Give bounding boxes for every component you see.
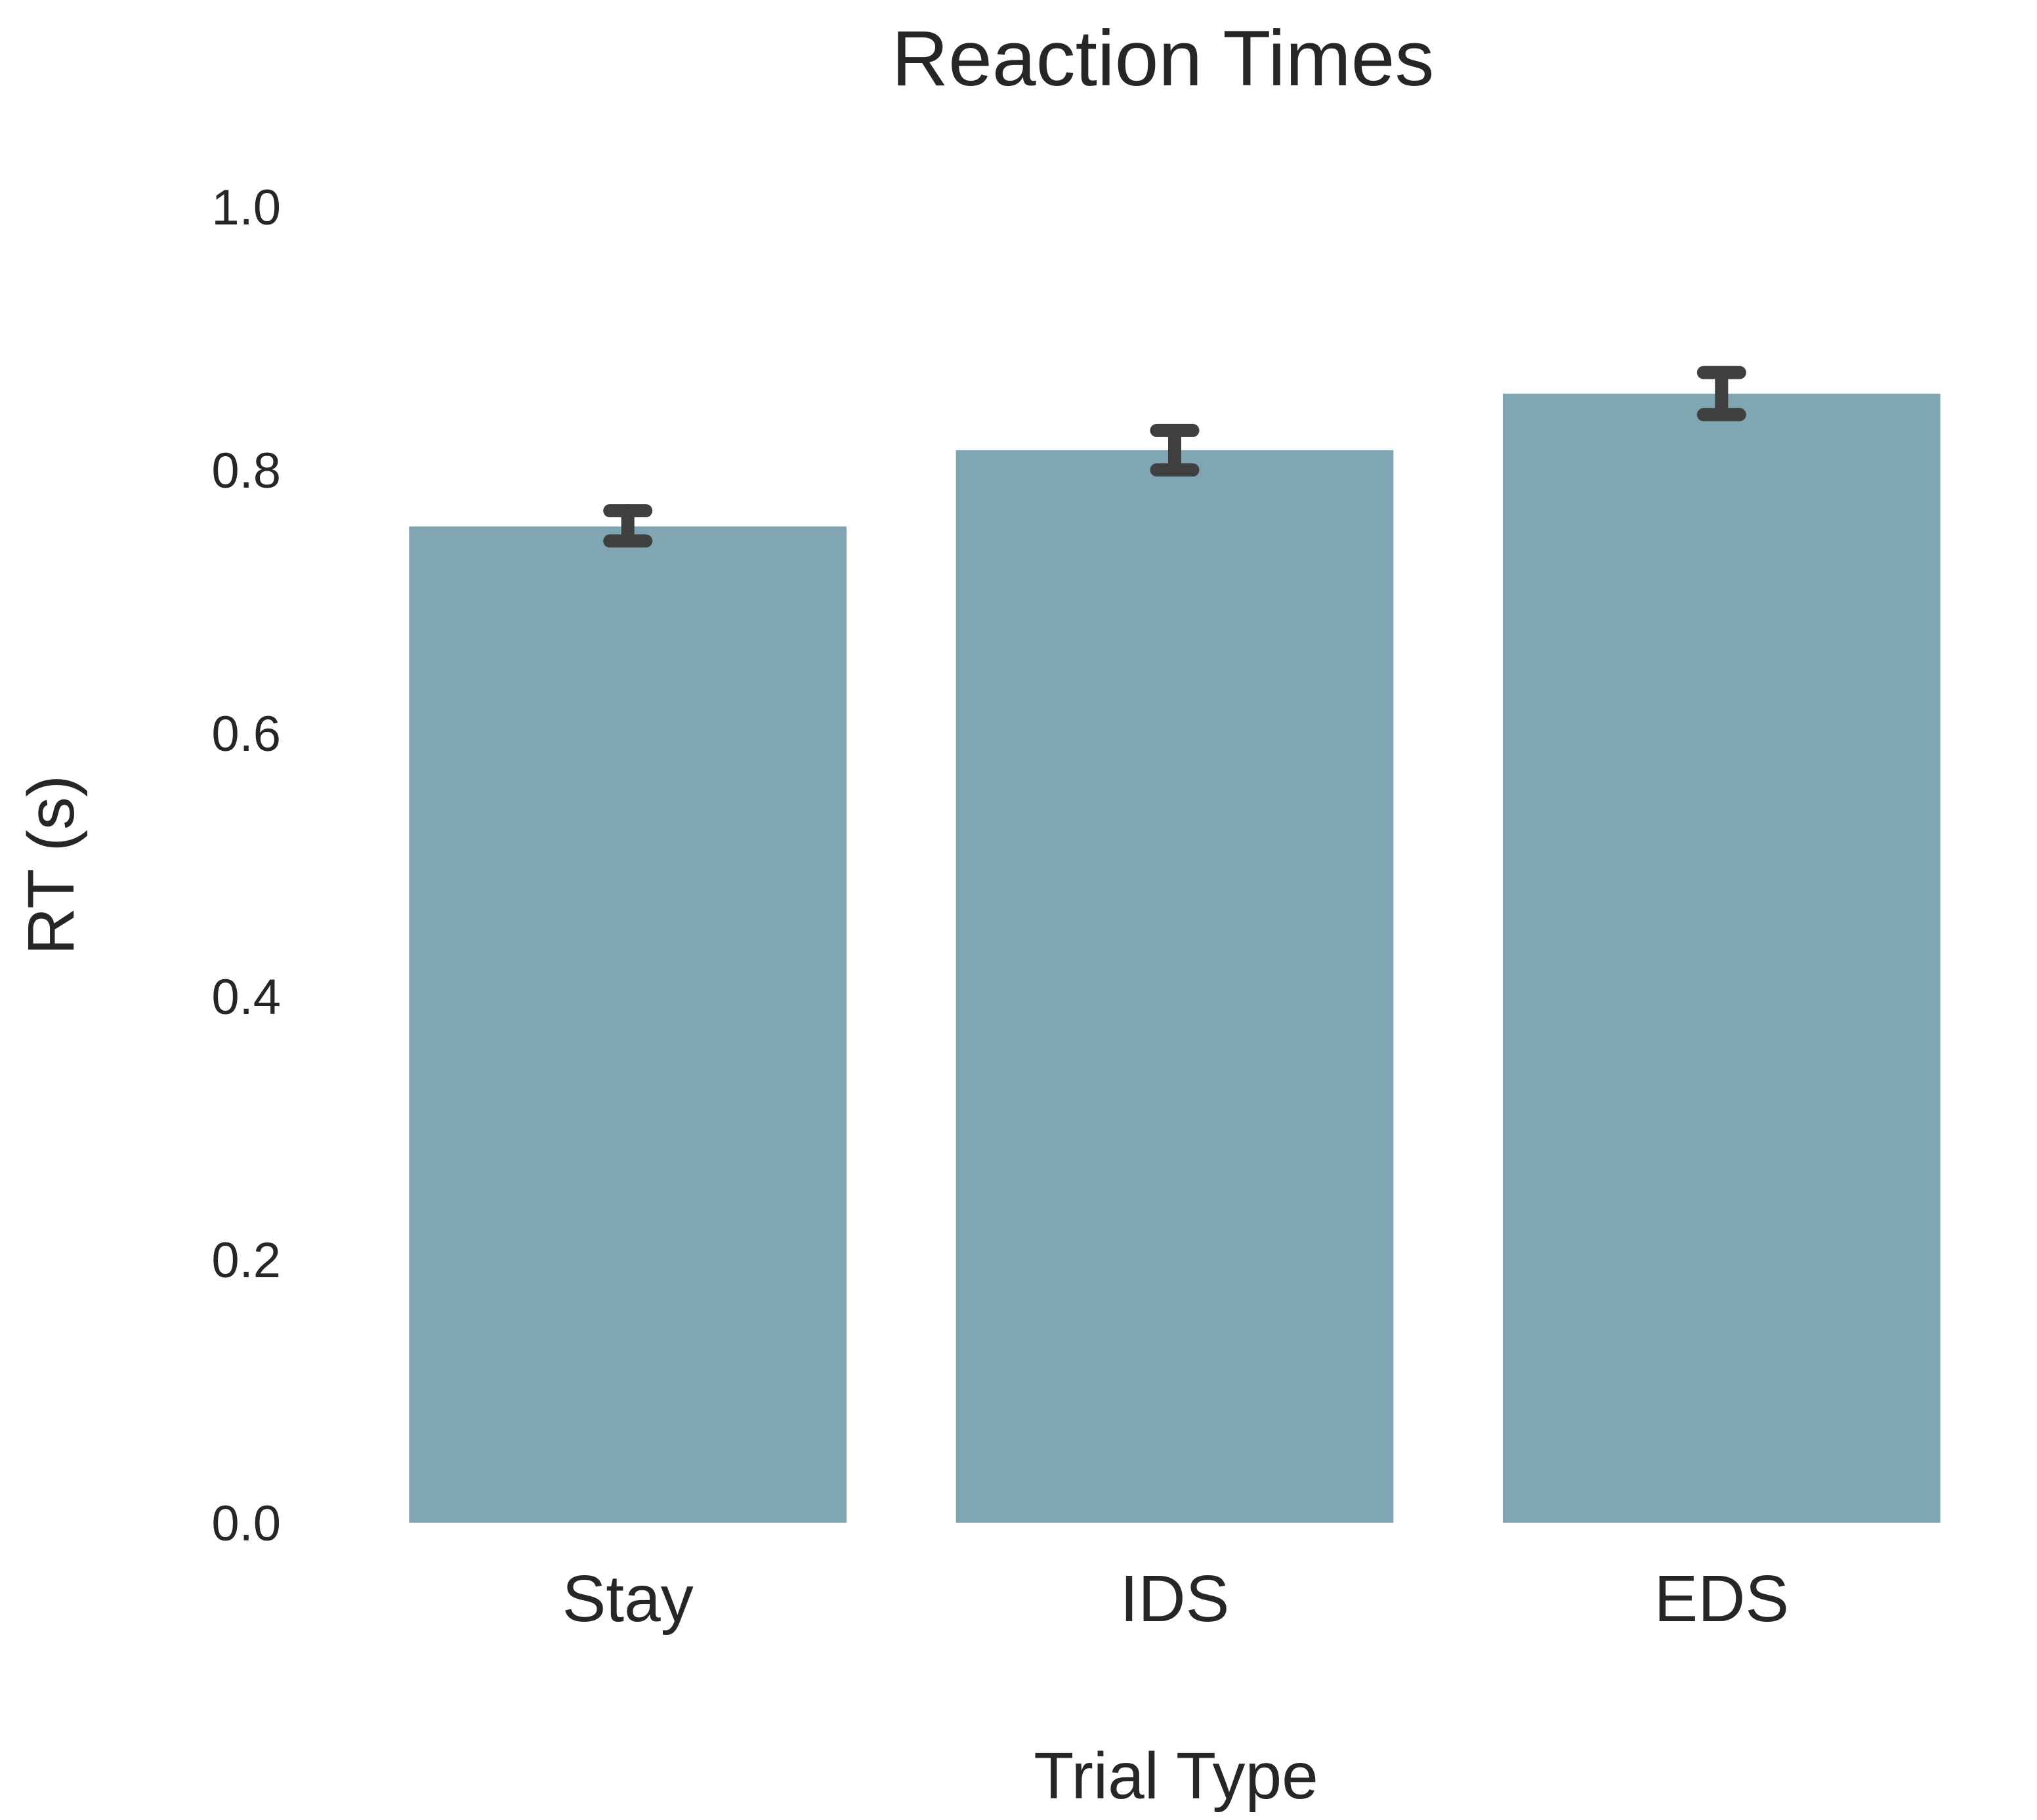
y-tick-label: 0.4 — [211, 969, 281, 1025]
bar-eds — [1503, 393, 1941, 1523]
x-tick-label: IDS — [1120, 1562, 1230, 1636]
y-tick-label: 0.0 — [211, 1496, 281, 1552]
error-bar-stay — [603, 504, 653, 548]
x-axis-label: Trial Type — [1034, 1739, 1318, 1813]
x-tick-label: Stay — [562, 1562, 694, 1636]
y-tick-label: 1.0 — [211, 180, 281, 236]
y-tick-label: 0.2 — [211, 1233, 281, 1288]
y-axis-label: RT (s) — [14, 775, 88, 955]
y-ticks-group: 0.0 0.2 0.4 0.6 0.8 1.0 — [211, 180, 281, 1552]
error-bar-eds — [1696, 366, 1746, 421]
y-tick-label: 0.8 — [211, 443, 281, 499]
error-bars-group — [603, 366, 1746, 548]
bars-group — [409, 393, 1941, 1523]
bar-ids — [956, 450, 1394, 1523]
bar-stay — [409, 526, 847, 1523]
chart-title: Reaction Times — [892, 14, 1435, 102]
error-bar-ids — [1150, 423, 1200, 476]
y-tick-label: 0.6 — [211, 706, 281, 762]
x-ticks-group: Stay IDS EDS — [562, 1562, 1790, 1636]
x-tick-label: EDS — [1654, 1562, 1790, 1636]
